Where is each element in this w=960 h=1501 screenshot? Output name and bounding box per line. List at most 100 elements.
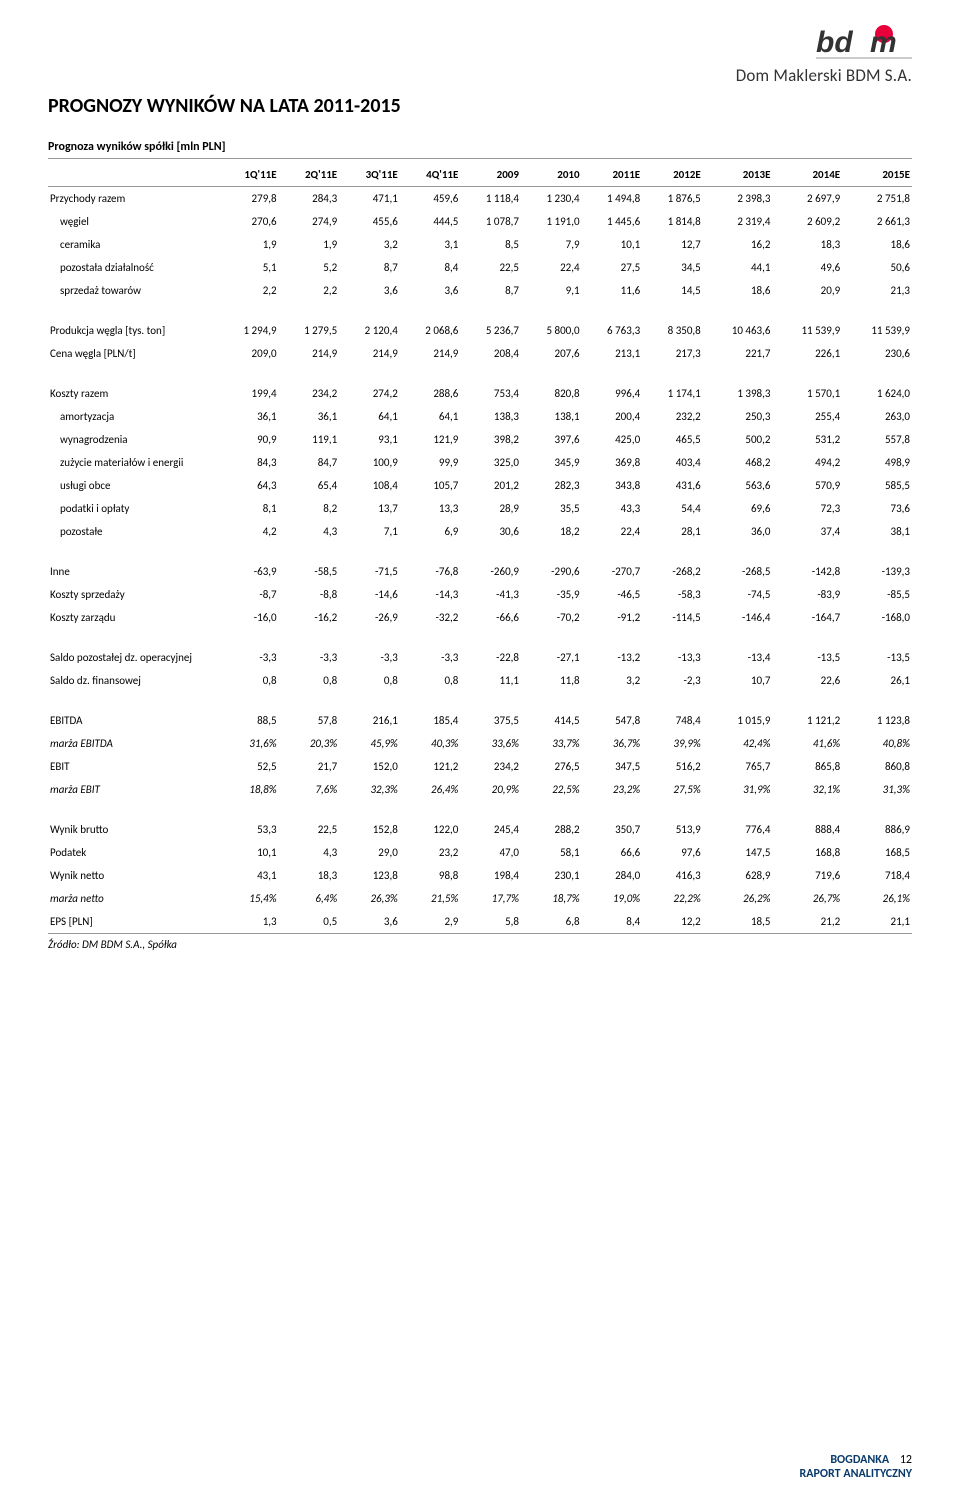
cell: -76,8 [400, 543, 461, 583]
cell: 226,1 [772, 342, 842, 365]
cell: 28,9 [460, 497, 521, 520]
cell: 6,9 [400, 520, 461, 543]
cell: 3,6 [400, 279, 461, 302]
cell: 199,4 [218, 365, 279, 405]
page-footer: BOGDANKA 12 RAPORT ANALITYCZNY [800, 1453, 912, 1481]
cell: 570,9 [772, 474, 842, 497]
cell: 31,9% [703, 778, 773, 801]
cell: 207,6 [521, 342, 582, 365]
cell: 375,5 [460, 692, 521, 732]
cell: 18,7% [521, 887, 582, 910]
table-row: Cena węgla [PLN/t]209,0214,9214,9214,920… [48, 342, 912, 365]
cell: 22,5 [279, 801, 340, 841]
cell: 718,4 [842, 864, 912, 887]
row-label: pozostała działalność [48, 256, 218, 279]
cell: 18,3 [279, 864, 340, 887]
cell: 8,7 [339, 256, 400, 279]
cell: 31,6% [218, 732, 279, 755]
cell: 20,3% [279, 732, 340, 755]
cell: 213,1 [582, 342, 643, 365]
row-label: Saldo dz. finansowej [48, 669, 218, 692]
cell: 54,4 [642, 497, 703, 520]
cell: 28,1 [642, 520, 703, 543]
cell: 6,4% [279, 887, 340, 910]
cell: 21,1 [842, 910, 912, 934]
table-row: usługi obce64,365,4108,4105,7201,2282,33… [48, 474, 912, 497]
cell: 425,0 [582, 428, 643, 451]
cell: -83,9 [772, 583, 842, 606]
row-label: Koszty sprzedaży [48, 583, 218, 606]
cell: 26,3% [339, 887, 400, 910]
cell: 288,2 [521, 801, 582, 841]
cell: 255,4 [772, 405, 842, 428]
cell: 5,2 [279, 256, 340, 279]
cell: 21,5% [400, 887, 461, 910]
cell: 44,1 [703, 256, 773, 279]
cell: 36,7% [582, 732, 643, 755]
cell: 36,0 [703, 520, 773, 543]
cell: 57,8 [279, 692, 340, 732]
cell: 13,3 [400, 497, 461, 520]
cell: 99,9 [400, 451, 461, 474]
cell: 1 078,7 [460, 210, 521, 233]
cell: 12,2 [642, 910, 703, 934]
cell: 138,3 [460, 405, 521, 428]
cell: 20,9 [772, 279, 842, 302]
column-header: 3Q'11E [339, 163, 400, 187]
logo-subtitle: Dom Maklerski BDM S.A. [736, 65, 912, 86]
cell: 43,1 [218, 864, 279, 887]
cell: 105,7 [400, 474, 461, 497]
cell: -58,3 [642, 583, 703, 606]
cell: 26,2% [703, 887, 773, 910]
cell: -8,8 [279, 583, 340, 606]
cell: 14,5 [642, 279, 703, 302]
cell: -35,9 [521, 583, 582, 606]
cell: 468,2 [703, 451, 773, 474]
cell: 214,9 [279, 342, 340, 365]
cell: 1 876,5 [642, 187, 703, 211]
cell: 1 174,1 [642, 365, 703, 405]
cell: -142,8 [772, 543, 842, 583]
cell: 38,1 [842, 520, 912, 543]
column-header: 2012E [642, 163, 703, 187]
cell: 32,1% [772, 778, 842, 801]
cell: 214,9 [339, 342, 400, 365]
bdm-logo-icon: bd m [816, 22, 912, 60]
cell: 996,4 [582, 365, 643, 405]
cell: -8,7 [218, 583, 279, 606]
column-header: 2014E [772, 163, 842, 187]
table-row: marża netto15,4%6,4%26,3%21,5%17,7%18,7%… [48, 887, 912, 910]
cell: 471,1 [339, 187, 400, 211]
cell: 274,2 [339, 365, 400, 405]
cell: 11,8 [521, 669, 582, 692]
cell: 73,6 [842, 497, 912, 520]
cell: 84,7 [279, 451, 340, 474]
cell: 628,9 [703, 864, 773, 887]
cell: -13,2 [582, 629, 643, 669]
row-label: podatki i opłaty [48, 497, 218, 520]
cell: 90,9 [218, 428, 279, 451]
cell: 1,9 [218, 233, 279, 256]
cell: -63,9 [218, 543, 279, 583]
cell: 26,1% [842, 887, 912, 910]
cell: -13,5 [772, 629, 842, 669]
cell: -13,3 [642, 629, 703, 669]
cell: 0,5 [279, 910, 340, 934]
cell: 8,2 [279, 497, 340, 520]
table-row: pozostała działalność5,15,28,78,422,522,… [48, 256, 912, 279]
cell: -32,2 [400, 606, 461, 629]
table-source: Źródło: DM BDM S.A., Spółka [48, 938, 912, 951]
cell: 119,1 [279, 428, 340, 451]
column-header: 2015E [842, 163, 912, 187]
cell: 284,3 [279, 187, 340, 211]
cell: 30,6 [460, 520, 521, 543]
cell: 276,5 [521, 755, 582, 778]
table-row: Koszty zarządu-16,0-16,2-26,9-32,2-66,6-… [48, 606, 912, 629]
cell: 22,5 [460, 256, 521, 279]
cell: 1,9 [279, 233, 340, 256]
cell: -91,2 [582, 606, 643, 629]
column-header [48, 163, 218, 187]
cell: 10,1 [218, 841, 279, 864]
cell: 888,4 [772, 801, 842, 841]
cell: -164,7 [772, 606, 842, 629]
